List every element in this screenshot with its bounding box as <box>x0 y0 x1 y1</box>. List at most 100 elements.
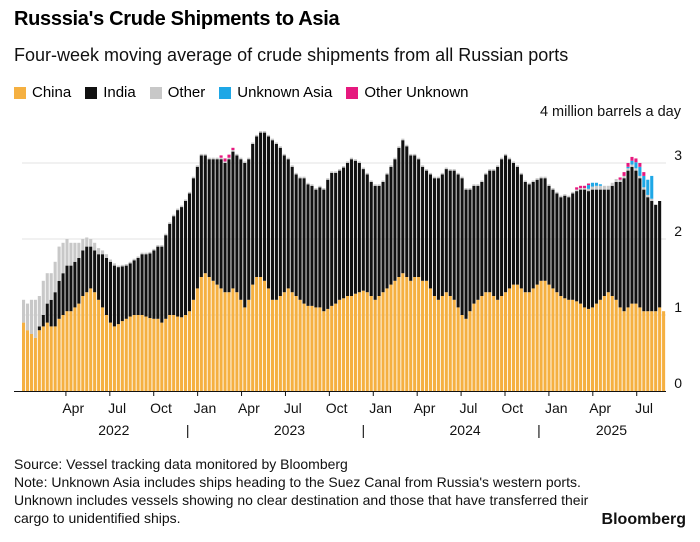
bar-china <box>199 277 203 391</box>
bar-india <box>77 258 81 304</box>
bar-china <box>444 292 448 391</box>
bar-other <box>409 153 413 156</box>
bar-other <box>610 182 614 186</box>
bar-india <box>53 292 57 327</box>
bar-china <box>25 330 30 391</box>
bar-china <box>183 315 188 391</box>
bar-other <box>219 157 223 160</box>
bar-china <box>156 318 160 391</box>
bar-other <box>298 176 302 179</box>
bar-china <box>22 322 26 391</box>
bar-india <box>69 265 73 312</box>
bar-other <box>140 252 144 255</box>
bar-china <box>598 299 602 391</box>
bar-india <box>634 170 638 304</box>
bar-india <box>511 163 515 285</box>
bar-other <box>45 273 49 304</box>
bar-other <box>361 167 365 170</box>
bar-india <box>330 172 334 306</box>
bar-china <box>124 318 128 391</box>
bar-other <box>330 171 334 173</box>
bar-india <box>93 250 97 293</box>
bar-india <box>57 280 61 319</box>
bar-china <box>563 298 567 391</box>
legend-label-unknown-asia: Unknown Asia <box>237 84 333 101</box>
bar-china <box>266 288 271 391</box>
bar-india <box>211 159 215 281</box>
bar-india <box>428 174 433 289</box>
bar-india <box>381 182 385 293</box>
bar-china <box>294 296 298 391</box>
bar-china <box>65 311 69 391</box>
bar-china <box>579 303 583 391</box>
bar-other <box>594 185 598 190</box>
bar-india <box>598 189 602 300</box>
bar-india <box>203 155 207 274</box>
bar-china <box>33 337 37 391</box>
x-tick-label: Jan <box>194 400 217 416</box>
bar-china <box>496 299 500 391</box>
bar-india <box>255 136 259 277</box>
x-tick-label: Oct <box>150 400 172 416</box>
bar-india <box>602 189 606 296</box>
bar-other <box>583 188 587 190</box>
bar-unknown-asia <box>630 160 634 165</box>
bar-india <box>496 166 500 300</box>
chart-subtitle: Four-week moving average of crude shipme… <box>14 45 569 65</box>
bar-other <box>195 165 199 167</box>
bar-china <box>243 307 247 391</box>
bar-other <box>468 188 472 190</box>
bar-china <box>104 315 109 391</box>
bar-china <box>409 280 413 391</box>
bar-other <box>606 185 610 190</box>
bar-china <box>594 303 598 391</box>
bar-india <box>547 185 551 285</box>
bar-india <box>452 170 456 300</box>
legend-swatch-other <box>149 86 162 99</box>
bar-india <box>353 160 357 294</box>
bar-china <box>535 284 539 391</box>
bar-china <box>492 296 496 391</box>
bar-china <box>421 280 425 391</box>
bar-china <box>215 284 219 391</box>
bar-other <box>270 138 274 141</box>
bar-other <box>527 182 531 185</box>
bar-other <box>69 242 73 266</box>
bar-china <box>460 315 464 391</box>
bar-other <box>286 157 290 160</box>
bar-india <box>650 201 654 312</box>
bar-india <box>306 184 310 306</box>
bar-unknown-asia <box>650 175 654 199</box>
bar-india <box>338 170 342 300</box>
bar-other <box>156 245 160 247</box>
year-label: 2022 <box>98 422 129 438</box>
bar-china <box>286 288 290 391</box>
bar-china <box>385 288 389 391</box>
bar-china <box>195 288 199 391</box>
bar-other-unknown <box>575 187 579 190</box>
bar-china <box>401 273 405 391</box>
bar-india <box>531 182 535 289</box>
bar-china <box>476 299 480 391</box>
x-tick-label: Oct <box>501 400 523 416</box>
bar-other <box>81 239 85 251</box>
bar-other <box>436 176 440 179</box>
bar-china <box>172 315 176 391</box>
bar-china <box>484 292 488 391</box>
bar-other <box>266 134 271 137</box>
bar-other <box>227 157 231 160</box>
bar-other <box>33 299 37 338</box>
bar-china <box>575 301 579 391</box>
bar-india <box>101 254 105 308</box>
bar-india <box>369 182 373 296</box>
bar-other <box>239 157 243 160</box>
bar-india <box>476 185 480 300</box>
bar-china <box>428 288 433 391</box>
bar-other <box>389 165 393 167</box>
bar-other <box>579 188 583 190</box>
bar-india <box>642 189 646 312</box>
legend-swatch-india <box>85 86 98 99</box>
legend-swatch-other-unknown <box>346 86 359 99</box>
bar-india <box>349 159 354 296</box>
bar-china <box>547 284 551 391</box>
